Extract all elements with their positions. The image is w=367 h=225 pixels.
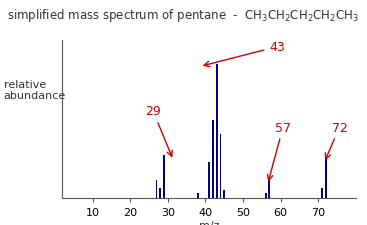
Bar	[223, 190, 225, 198]
Bar	[219, 134, 221, 198]
Text: 72: 72	[325, 121, 348, 159]
Bar	[325, 158, 327, 198]
Bar	[265, 193, 266, 198]
X-axis label: m/z: m/z	[199, 220, 219, 225]
Text: 29: 29	[145, 105, 172, 157]
Text: relative
abundance: relative abundance	[4, 79, 66, 101]
Bar	[212, 121, 214, 198]
Bar	[269, 179, 270, 198]
Text: 43: 43	[204, 41, 285, 68]
Bar	[197, 193, 199, 198]
Bar	[321, 189, 323, 198]
Bar	[163, 155, 165, 198]
Text: simplified mass spectrum of pentane  -  CH$_3$CH$_2$CH$_2$CH$_2$CH$_3$: simplified mass spectrum of pentane - CH…	[7, 7, 360, 24]
Bar	[159, 189, 161, 198]
Bar	[156, 181, 157, 198]
Text: 57: 57	[268, 121, 291, 180]
Bar	[208, 162, 210, 198]
Bar	[216, 65, 218, 198]
